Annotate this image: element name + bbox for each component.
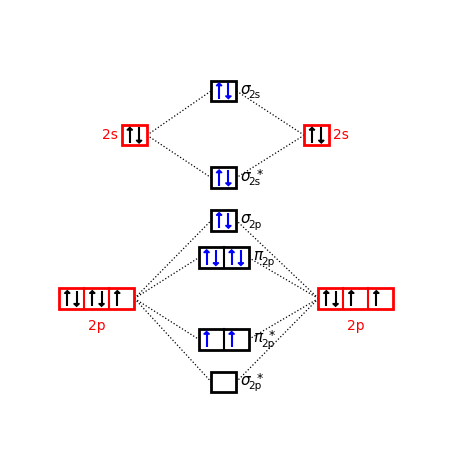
Polygon shape <box>349 290 354 293</box>
Text: 2p: 2p <box>88 319 106 333</box>
Text: 2s: 2s <box>248 177 260 187</box>
Polygon shape <box>229 250 235 253</box>
Text: σ: σ <box>241 372 250 388</box>
Text: *: * <box>256 372 262 385</box>
Polygon shape <box>225 225 231 228</box>
Bar <box>122 125 147 146</box>
Text: 2p: 2p <box>248 381 262 391</box>
Polygon shape <box>114 290 120 293</box>
Polygon shape <box>99 304 105 306</box>
Text: π: π <box>253 330 262 345</box>
Polygon shape <box>229 331 235 334</box>
Text: *: * <box>269 329 275 342</box>
Bar <box>211 81 236 101</box>
Bar <box>304 125 329 146</box>
Bar <box>211 372 236 392</box>
Text: σ: σ <box>241 82 250 96</box>
Bar <box>59 288 135 309</box>
Text: 2s: 2s <box>333 128 349 142</box>
Polygon shape <box>216 83 222 86</box>
Polygon shape <box>319 140 324 143</box>
Text: σ: σ <box>241 211 250 226</box>
Polygon shape <box>225 183 231 186</box>
Text: 2p: 2p <box>261 257 274 267</box>
Text: 2p: 2p <box>248 219 262 230</box>
Polygon shape <box>204 331 209 334</box>
Text: 2s: 2s <box>102 128 118 142</box>
Text: 2p: 2p <box>347 319 365 333</box>
Polygon shape <box>216 213 222 215</box>
Text: π: π <box>253 248 262 263</box>
Polygon shape <box>204 250 209 253</box>
Bar <box>211 210 236 230</box>
Text: 2s: 2s <box>248 90 260 100</box>
Polygon shape <box>136 140 142 143</box>
Polygon shape <box>225 96 231 99</box>
Text: *: * <box>256 168 262 181</box>
Bar <box>319 288 394 309</box>
Text: 2p: 2p <box>261 338 274 349</box>
Polygon shape <box>213 263 219 266</box>
Polygon shape <box>238 263 244 266</box>
Polygon shape <box>89 290 95 293</box>
Bar <box>211 167 236 188</box>
Polygon shape <box>324 290 329 293</box>
Polygon shape <box>74 304 79 306</box>
Polygon shape <box>65 290 70 293</box>
Bar <box>199 329 249 349</box>
Polygon shape <box>333 304 338 306</box>
Polygon shape <box>216 170 222 172</box>
Text: σ: σ <box>241 169 250 183</box>
Polygon shape <box>373 290 379 293</box>
Polygon shape <box>127 127 133 130</box>
Polygon shape <box>309 127 315 130</box>
Bar <box>199 248 249 268</box>
